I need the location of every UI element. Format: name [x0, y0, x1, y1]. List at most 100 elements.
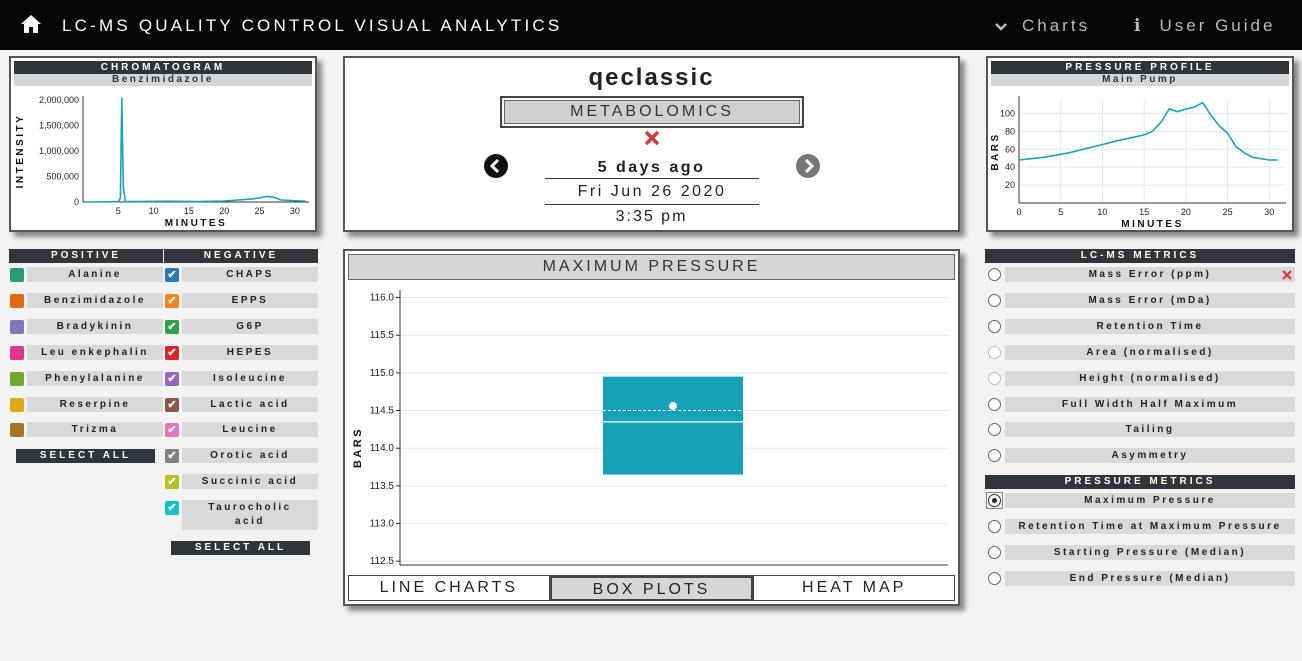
negative-header: NEGATIVE [164, 249, 318, 263]
pressure-profile-panel: PRESSURE PROFILE Main Pump 100 80 60 40 20 0 5… [986, 56, 1294, 232]
negative-item[interactable]: HEPES [182, 344, 318, 360]
positive-item[interactable]: Reserpine [27, 396, 163, 412]
negative-checkbox[interactable]: ✔ [165, 268, 179, 282]
negative-item[interactable]: Orotic acid [182, 448, 318, 464]
x-tick-label: 25 [1223, 207, 1233, 217]
home-icon[interactable] [20, 13, 42, 35]
negative-checkbox[interactable]: ✔ [165, 475, 179, 490]
positive-color-swatch[interactable] [10, 397, 24, 412]
positive-item[interactable]: Phenylalanine [27, 370, 163, 386]
chromatogram-subtitle: Benzimidazole [14, 74, 312, 86]
negative-checkbox[interactable]: ✔ [165, 371, 179, 386]
negative-checkbox[interactable]: ✔ [165, 423, 179, 438]
positive-color-swatch[interactable] [10, 371, 24, 386]
lcms-metric-item[interactable]: Tailing [1005, 422, 1295, 438]
pressure-metric-radio[interactable] [988, 545, 1001, 559]
negative-item[interactable]: G6P [182, 318, 318, 334]
lcms-metric-item[interactable]: Mass Error (mDa) [1005, 292, 1295, 308]
pressure-profile-title: PRESSURE PROFILE [991, 61, 1289, 74]
positive-color-swatch[interactable] [10, 293, 24, 308]
y-tick-label: 113.5 [370, 481, 395, 492]
lcms-metric-item[interactable]: Area (normalised) [1005, 344, 1295, 360]
y-tick-label: 1,000,000 [39, 146, 79, 156]
lcms-metric-radio[interactable] [988, 371, 1001, 385]
negative-checkbox[interactable]: ✔ [165, 501, 179, 516]
chromatogram-chart: 2,000,000 1,500,000 1,000,000 500,000 0 5 10 15… [15, 95, 309, 228]
tab-heat-map[interactable]: HEAT MAP [753, 576, 956, 601]
negative-select-all-button[interactable]: SELECT ALL [171, 541, 310, 555]
lcms-metric-radio[interactable] [988, 319, 1001, 333]
positive-item[interactable]: Alanine [27, 267, 163, 282]
negative-checkbox[interactable]: ✔ [165, 319, 179, 334]
y-axis-label: BARS [352, 427, 364, 468]
positive-item[interactable]: Bradykinin [27, 318, 163, 334]
negative-item[interactable]: Taurocholic acid [182, 500, 318, 531]
pressure-profile-chart: 100 80 60 40 20 0 5 10 15 20 25 30 MINUTES BARS [990, 96, 1286, 228]
lcms-metric-radio[interactable] [988, 423, 1001, 437]
positive-color-swatch[interactable] [10, 268, 24, 282]
positive-color-swatch[interactable] [10, 319, 24, 334]
lcms-metric-radio[interactable] [988, 268, 1001, 281]
series-line [86, 97, 306, 203]
y-tick-label: 100 [1000, 108, 1015, 118]
tab-box-plots[interactable]: BOX PLOTS [549, 576, 754, 601]
y-tick-label: 1,500,000 [39, 121, 79, 131]
pressure-metric-radio[interactable] [988, 519, 1001, 533]
box-mean-point [669, 402, 677, 411]
negative-checkbox[interactable]: ✔ [165, 397, 179, 412]
negative-checkbox[interactable]: ✔ [165, 345, 179, 360]
negative-checkbox[interactable]: ✔ [165, 449, 179, 464]
box-iqr [603, 376, 743, 475]
negative-item[interactable]: Succinic acid [182, 474, 318, 490]
previous-run-button[interactable] [484, 154, 508, 178]
lcms-metric-item[interactable]: Asymmetry [1005, 448, 1295, 464]
chromatogram-title: CHROMATOGRAM [14, 61, 312, 74]
x-tick-label: 30 [1264, 207, 1274, 217]
negative-item[interactable]: Isoleucine [182, 370, 318, 386]
negative-item[interactable]: EPPS [182, 292, 318, 308]
x-tick-label: 15 [184, 206, 194, 216]
main-chart-panel: MAXIMUM PRESSURE 112.5 113.0 113.5 114.0 114… [343, 249, 960, 606]
positive-item[interactable]: Leu enkephalin [27, 344, 163, 360]
lcms-metric-radio[interactable] [988, 293, 1001, 307]
y-tick-label: 80 [1005, 126, 1015, 136]
x-axis-label: MINUTES [1121, 219, 1184, 228]
lcms-metric-radio[interactable] [988, 449, 1001, 463]
y-tick-label: 115.5 [370, 330, 395, 341]
x-tick-label: 25 [255, 206, 265, 216]
chevron-down-icon [995, 22, 1007, 31]
negative-item[interactable]: Lactic acid [182, 396, 318, 412]
y-tick-label: 500,000 [46, 172, 79, 182]
positive-item[interactable]: Benzimidazole [27, 292, 163, 308]
negative-checkbox[interactable]: ✔ [165, 293, 179, 308]
x-tick-label: 20 [1181, 207, 1191, 217]
tab-line-charts[interactable]: LINE CHARTS [348, 576, 550, 601]
run-type-box: METABOLOMICS [500, 96, 804, 128]
lcms-metric-item[interactable]: Height (normalised) [1005, 370, 1295, 386]
pressure-metric-item[interactable]: Starting Pressure (Median) [1005, 544, 1295, 560]
y-tick-label: 114.5 [370, 406, 395, 417]
pressure-metric-item[interactable]: End Pressure (Median) [1005, 570, 1295, 586]
user-guide-link[interactable]: i User Guide [1134, 16, 1275, 36]
box-plot-chart: 112.5 113.0 113.5 114.0 114.5 115.0 115.5 116.0… [352, 290, 948, 567]
lcms-metric-radio[interactable] [988, 345, 1001, 359]
negative-item[interactable]: CHAPS [182, 267, 318, 282]
positive-item[interactable]: Trizma [27, 422, 163, 438]
run-info-panel: qeclassic METABOLOMICS 5 days ago Fri Ju… [343, 56, 960, 232]
positive-select-all-button[interactable]: SELECT ALL [16, 449, 155, 463]
positive-color-swatch[interactable] [10, 423, 24, 438]
next-run-button[interactable] [796, 154, 820, 178]
info-icon: i [1134, 16, 1144, 36]
pressure-metric-radio[interactable] [988, 494, 1001, 507]
charts-menu[interactable]: Charts [994, 16, 1090, 36]
lcms-metric-item[interactable]: Full Width Half Maximum [1005, 396, 1295, 412]
lcms-metric-item[interactable]: Mass Error (ppm) [1005, 267, 1295, 282]
pressure-metric-radio[interactable] [988, 571, 1001, 585]
negative-item[interactable]: Leucine [182, 422, 318, 438]
pressure-metric-item[interactable]: Retention Time at Maximum Pressure [1005, 518, 1295, 534]
lcms-metric-item[interactable]: Retention Time [1005, 318, 1295, 334]
lcms-metric-radio[interactable] [988, 397, 1001, 411]
pressure-metric-item[interactable]: Maximum Pressure [1005, 493, 1295, 508]
positive-color-swatch[interactable] [10, 345, 24, 360]
x-tick-label: 20 [219, 206, 229, 216]
